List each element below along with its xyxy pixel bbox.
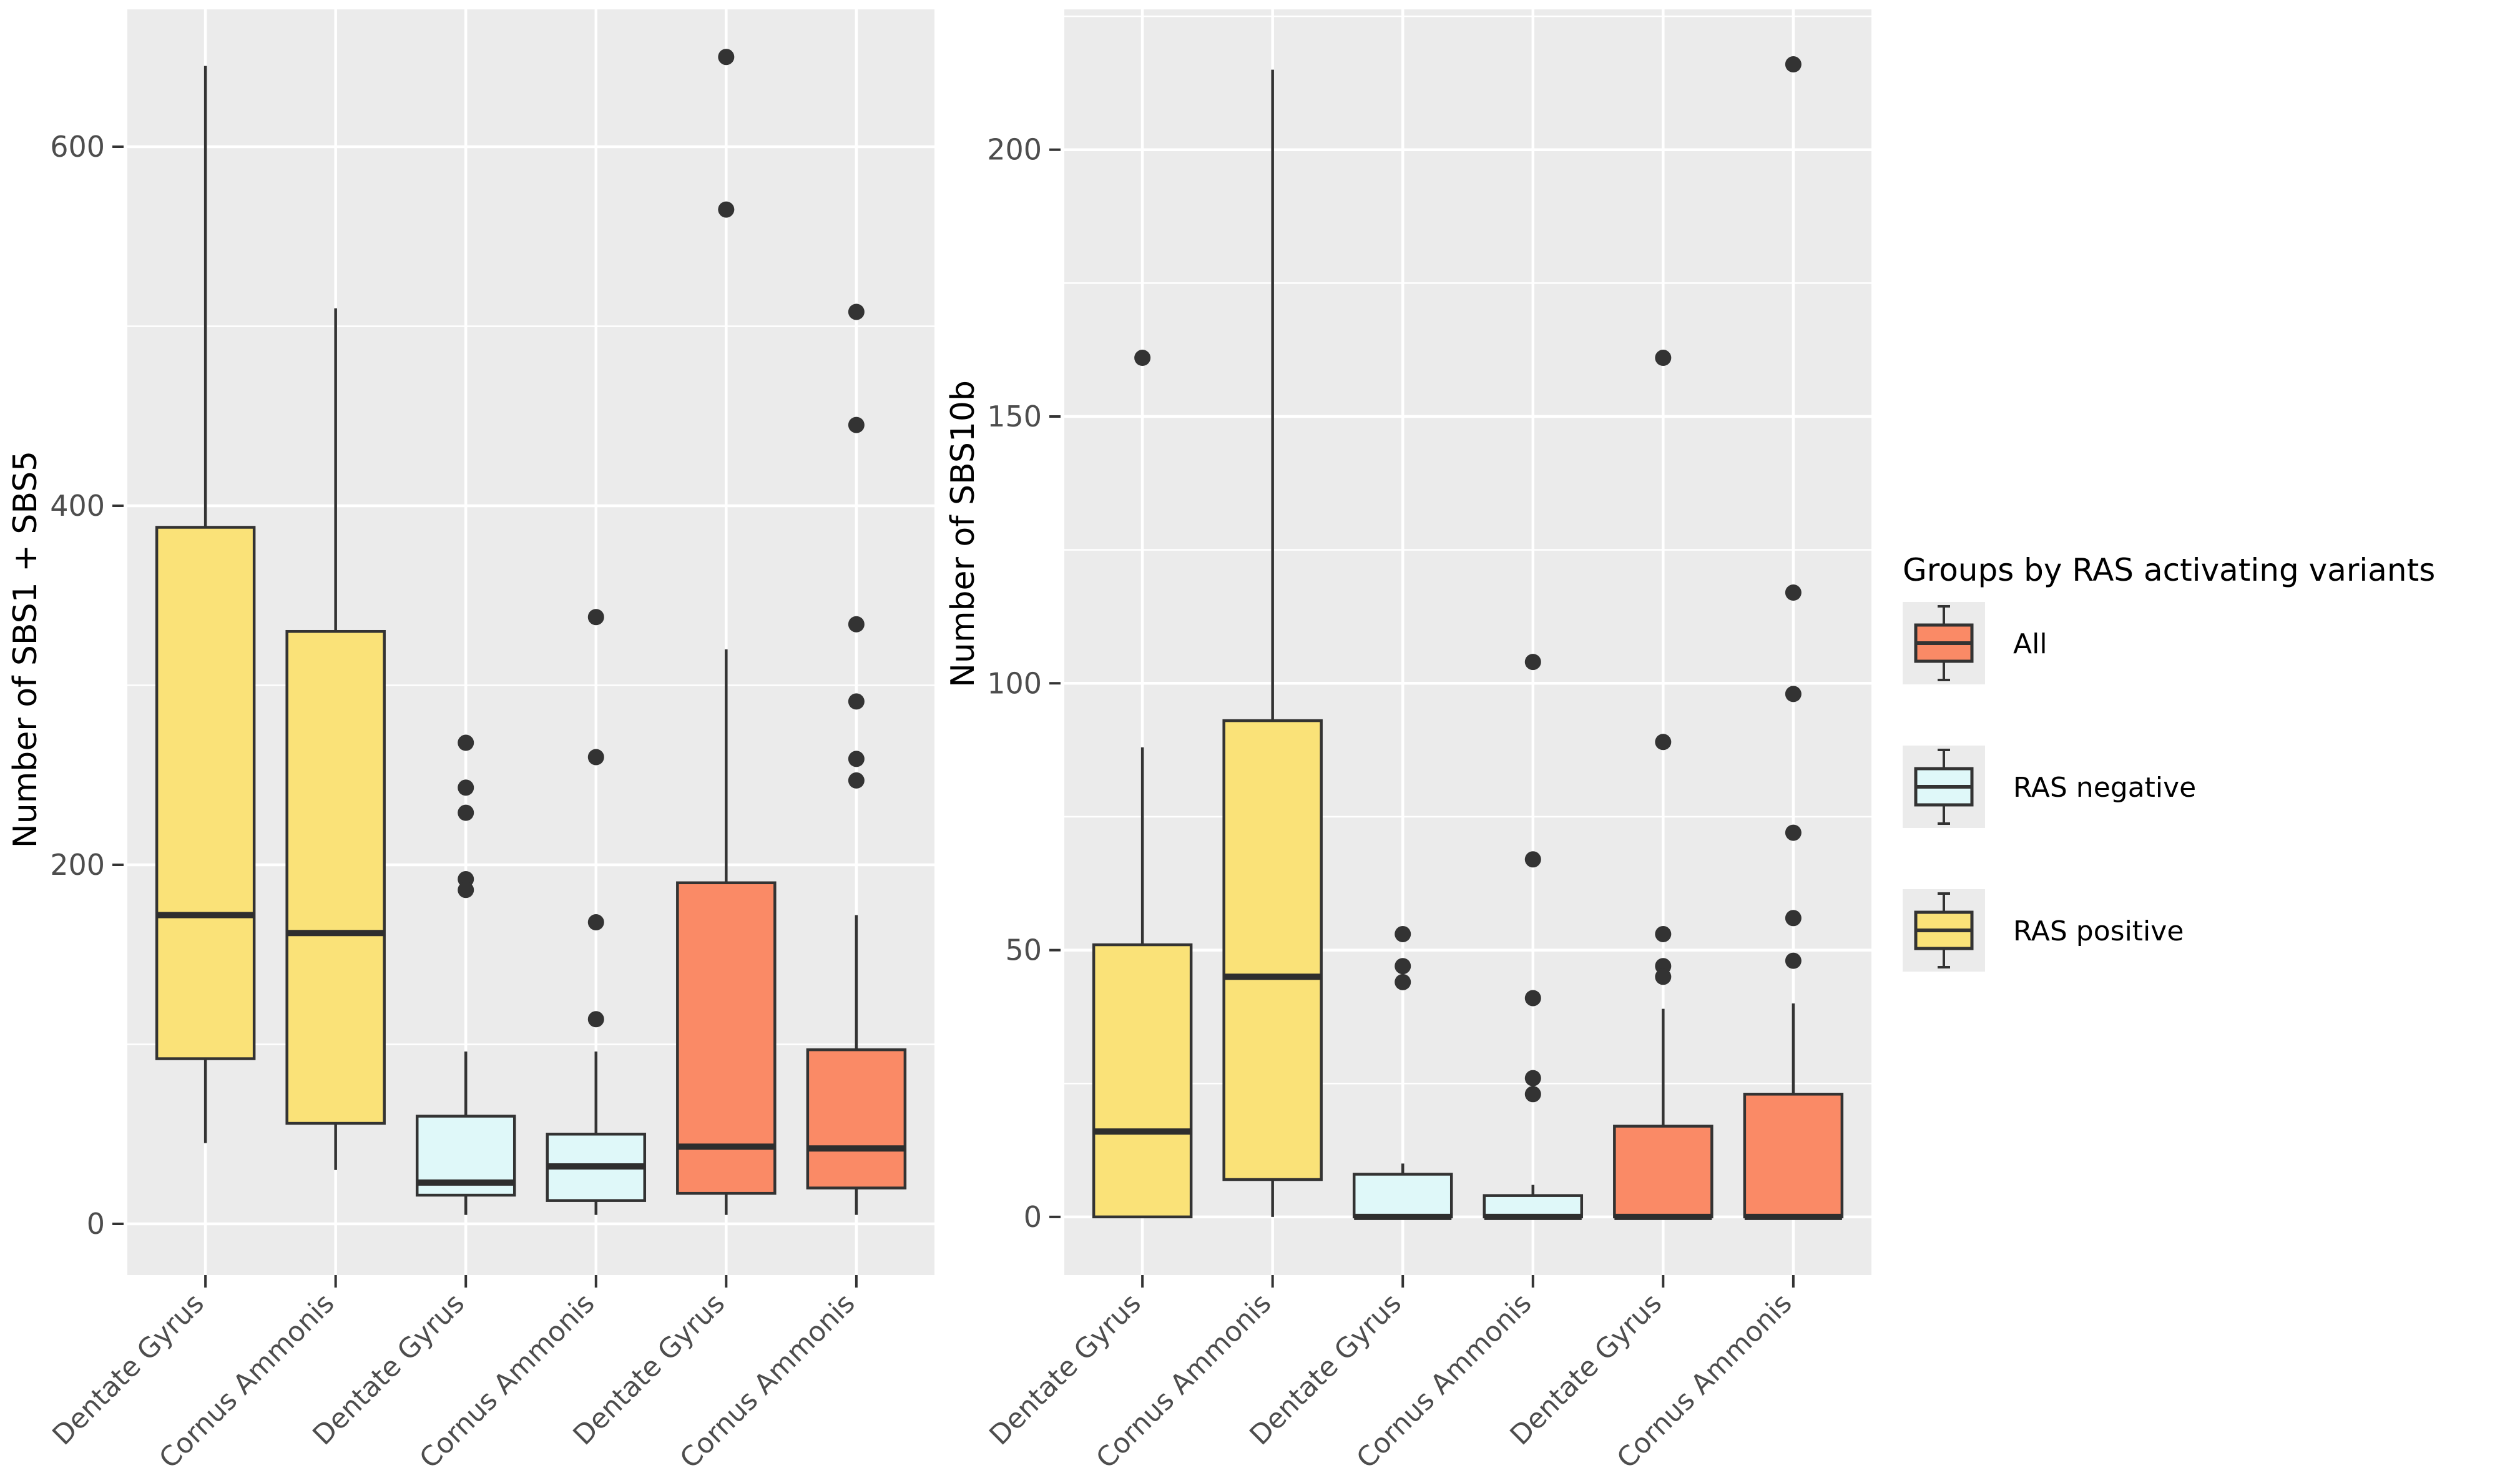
iqr-box xyxy=(1222,719,1323,1181)
legend-key-ras-positive xyxy=(1903,889,1985,972)
boxplot-1 xyxy=(1092,350,1193,1219)
outlier-dot xyxy=(1395,925,1411,942)
y-tick-label: 600 xyxy=(50,130,105,164)
outlier-dot xyxy=(458,734,474,751)
iqr-box xyxy=(155,526,256,1060)
iqr-box xyxy=(1092,943,1193,1219)
boxplot-4 xyxy=(546,609,647,1215)
outlier-dot xyxy=(848,416,865,433)
outlier-dot xyxy=(1655,925,1672,942)
legend-label: RAS positive xyxy=(2013,915,2184,947)
y-tick-label: 50 xyxy=(1005,934,1042,967)
outlier-dot xyxy=(1785,56,1802,73)
outlier-dot xyxy=(1524,990,1541,1007)
outlier-dot xyxy=(1655,350,1672,367)
iqr-box xyxy=(1743,1093,1844,1219)
outlier-dot xyxy=(587,914,604,931)
outlier-dot xyxy=(458,882,474,899)
legend-label: All xyxy=(2013,628,2047,660)
y-axis-title: Number of SBS1 + SBS5 xyxy=(7,451,44,848)
iqr-box xyxy=(676,881,777,1195)
legend-key-all xyxy=(1903,602,1985,684)
outlier-dot xyxy=(1785,910,1802,927)
panel-background xyxy=(1064,9,1871,1275)
outlier-dot xyxy=(458,804,474,821)
iqr-box xyxy=(285,629,386,1125)
outlier-dot xyxy=(587,749,604,766)
legend-key-ras-negative xyxy=(1903,746,1985,828)
y-tick-label: 0 xyxy=(87,1207,105,1241)
y-tick-label: 200 xyxy=(987,133,1042,167)
boxplot-2 xyxy=(285,308,386,1170)
outlier-dot xyxy=(718,201,735,218)
boxplot-2 xyxy=(1222,69,1323,1217)
iqr-box xyxy=(1613,1125,1714,1219)
outlier-dot xyxy=(1785,584,1802,601)
boxplot-5 xyxy=(676,49,777,1215)
legend-title: Groups by RAS activating variants xyxy=(1903,552,2435,588)
outlier-dot xyxy=(1524,851,1541,868)
outlier-dot xyxy=(1395,958,1411,975)
legend: Groups by RAS activating variants All RAS … xyxy=(1903,552,2435,972)
outlier-dot xyxy=(1395,973,1411,990)
y-tick-label: 150 xyxy=(987,400,1042,433)
y-tick-label: 0 xyxy=(1024,1200,1042,1234)
outlier-dot xyxy=(1524,1070,1541,1086)
outlier-dot xyxy=(718,49,735,66)
iqr-box xyxy=(1483,1194,1584,1219)
outlier-dot xyxy=(848,303,865,320)
boxplot-6 xyxy=(806,303,907,1215)
boxplot-1 xyxy=(155,66,256,1143)
outlier-dot xyxy=(458,779,474,796)
outlier-dot xyxy=(587,1011,604,1028)
boxplot-4 xyxy=(1483,654,1584,1220)
boxplot-3 xyxy=(1352,925,1453,1220)
boxplot-5 xyxy=(1613,350,1714,1220)
outlier-dot xyxy=(1134,350,1151,367)
outlier-dot xyxy=(1785,952,1802,969)
outlier-dot xyxy=(1524,1086,1541,1103)
boxplot-3 xyxy=(415,734,516,1215)
legend-label: RAS negative xyxy=(2013,772,2196,804)
outlier-dot xyxy=(848,751,865,767)
outlier-dot xyxy=(1524,654,1541,671)
outlier-dot xyxy=(848,772,865,789)
outlier-dot xyxy=(848,616,865,633)
y-tick-label: 100 xyxy=(987,666,1042,700)
outlier-dot xyxy=(587,609,604,626)
y-axis-title: Number of SBS10b xyxy=(944,380,982,687)
outlier-dot xyxy=(1655,968,1672,985)
outlier-dot xyxy=(1655,734,1672,751)
y-tick-label: 200 xyxy=(50,848,105,882)
boxplot-6 xyxy=(1743,56,1844,1220)
outlier-dot xyxy=(1785,686,1802,702)
outlier-dot xyxy=(848,693,865,710)
y-tick-label: 400 xyxy=(50,489,105,523)
outlier-dot xyxy=(1785,824,1802,841)
panel-background xyxy=(127,9,934,1275)
iqr-box xyxy=(806,1048,907,1190)
iqr-box xyxy=(1352,1173,1453,1219)
